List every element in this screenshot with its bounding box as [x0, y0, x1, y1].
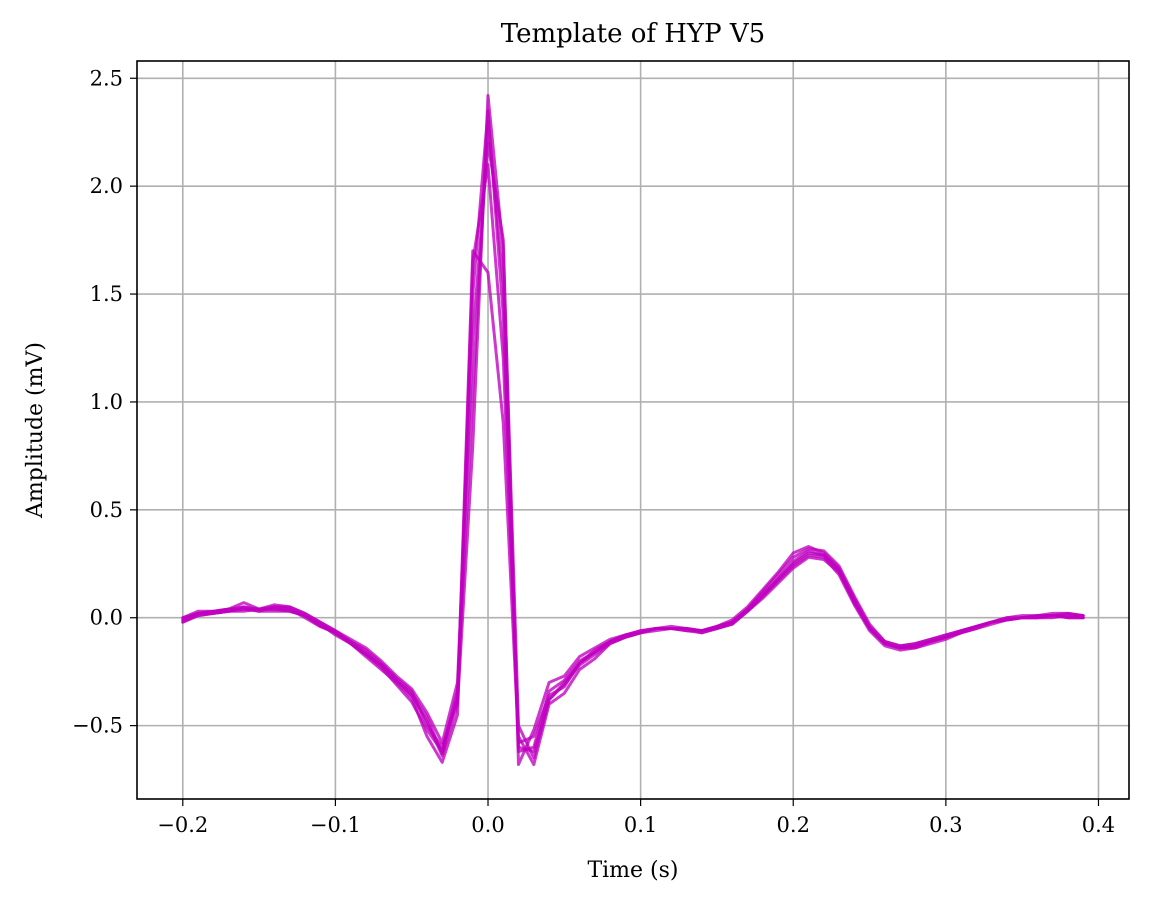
- y-tick-label: 0.0: [90, 606, 123, 630]
- x-tick-label: −0.1: [310, 813, 361, 837]
- y-tick-label: 2.5: [90, 66, 123, 90]
- y-tick-label: 2.0: [90, 174, 123, 198]
- series-line-1: [181, 94, 1085, 760]
- chart-title: Template of HYP V5: [501, 19, 765, 49]
- axis-ticks: −0.2 −0.1 0.0 0.1 0.2 0.3 0.4 −0.5 0.0 0.5 1.0 1.5 2…: [72, 66, 1115, 837]
- series-line-6: [181, 109, 1085, 756]
- y-tick-label: −0.5: [72, 714, 123, 738]
- y-axis-label: Amplitude (mV): [23, 342, 48, 519]
- series-line-4: [181, 163, 1085, 766]
- x-tick-label: 0.1: [624, 813, 657, 837]
- series-lines: [181, 94, 1085, 766]
- x-tick-label: 0.4: [1082, 813, 1115, 837]
- series-line-3: [181, 141, 1085, 766]
- plot-frame: [136, 60, 1130, 800]
- y-tick-label: 0.5: [90, 498, 123, 522]
- x-axis-label: Time (s): [587, 858, 678, 883]
- y-tick-label: 1.0: [90, 390, 123, 414]
- y-tick-label: 1.5: [90, 282, 123, 306]
- series-line-5: [181, 249, 1085, 749]
- x-tick-label: 0.0: [471, 813, 504, 837]
- x-tick-label: 0.3: [929, 813, 962, 837]
- x-tick-label: 0.2: [777, 813, 810, 837]
- series-line-2: [181, 119, 1085, 753]
- grid-lines: [137, 61, 1129, 799]
- x-tick-label: −0.2: [157, 813, 208, 837]
